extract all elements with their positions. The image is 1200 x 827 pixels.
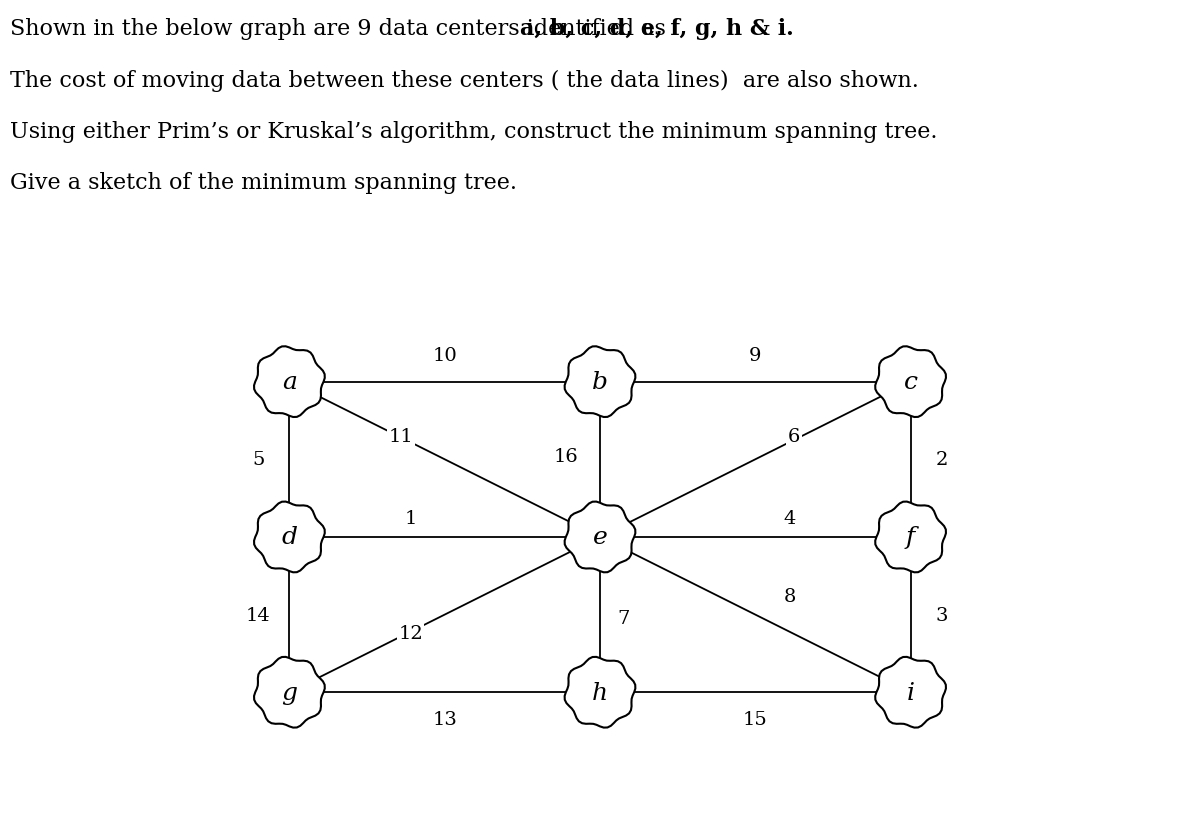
Text: Using either Prim’s or Kruskal’s algorithm, construct the minimum spanning tree.: Using either Prim’s or Kruskal’s algorit… — [10, 121, 937, 143]
Text: 16: 16 — [553, 447, 578, 466]
Text: 15: 15 — [743, 710, 768, 728]
Text: h: h — [592, 681, 608, 704]
Text: b: b — [592, 370, 608, 394]
Text: c: c — [904, 370, 918, 394]
Text: Give a sketch of the minimum spanning tree.: Give a sketch of the minimum spanning tr… — [10, 172, 517, 194]
Text: 13: 13 — [432, 710, 457, 728]
Text: f: f — [906, 526, 916, 549]
Text: 9: 9 — [749, 347, 762, 365]
Text: 10: 10 — [432, 347, 457, 365]
Polygon shape — [254, 657, 325, 728]
Text: 14: 14 — [246, 606, 271, 624]
Text: 12: 12 — [398, 624, 422, 643]
Polygon shape — [875, 502, 946, 572]
Text: 5: 5 — [252, 451, 264, 469]
Polygon shape — [565, 502, 635, 572]
Polygon shape — [254, 502, 325, 572]
Text: The cost of moving data between these centers ( the data lines)  are also shown.: The cost of moving data between these ce… — [10, 69, 918, 92]
Text: i: i — [906, 681, 914, 704]
Polygon shape — [565, 657, 635, 728]
Text: 1: 1 — [404, 509, 416, 528]
Text: 6: 6 — [788, 428, 800, 446]
Text: a, b, c, d, e, f, g, h & i.: a, b, c, d, e, f, g, h & i. — [520, 18, 793, 41]
Text: d: d — [282, 526, 298, 549]
Text: e: e — [593, 526, 607, 549]
Text: Shown in the below graph are 9 data centers identified as: Shown in the below graph are 9 data cent… — [10, 18, 673, 41]
Polygon shape — [875, 657, 946, 728]
Text: 7: 7 — [617, 609, 630, 627]
Text: g: g — [282, 681, 298, 704]
Text: 11: 11 — [389, 428, 414, 446]
Polygon shape — [875, 347, 946, 418]
Polygon shape — [565, 347, 635, 418]
Text: a: a — [282, 370, 296, 394]
Text: 3: 3 — [935, 606, 948, 624]
Text: 8: 8 — [784, 587, 796, 605]
Polygon shape — [254, 347, 325, 418]
Text: 4: 4 — [784, 509, 796, 528]
Text: 2: 2 — [936, 451, 948, 469]
